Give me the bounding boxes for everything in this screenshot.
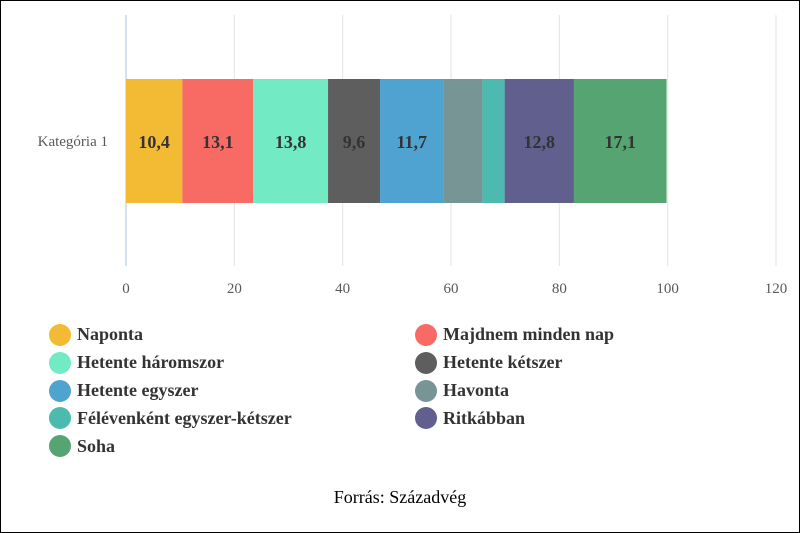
legend-swatch [415, 407, 437, 430]
data-labels: 10,4 13,1 13,8 9,6 11,7 12,8 17,1 [138, 132, 636, 152]
data-label: 13,1 [202, 132, 234, 152]
legend-swatch [415, 351, 437, 374]
bar-segment [573, 79, 667, 203]
legend-label: Hetente kétszer [443, 352, 563, 373]
legend-item[interactable]: Soha [49, 435, 415, 459]
bar-segment [380, 79, 444, 203]
legend-label: Hetente háromszor [77, 352, 225, 373]
category-labels: Kategória 1 [38, 134, 108, 150]
legend-swatch [49, 351, 71, 374]
data-label: 10,4 [138, 132, 170, 152]
x-tick-labels: 0 20 40 60 80 100 120 [122, 281, 787, 297]
x-tick-label: 60 [444, 281, 459, 297]
stacked-bar-chart: 10,4 13,1 13,8 9,6 11,7 12,8 17,1 0 20 40 60 80 100… [38, 15, 787, 297]
bar-segment [253, 79, 329, 203]
bar-segment [328, 79, 381, 203]
legend-label: Félévenként egyszer-kétszer [77, 407, 292, 428]
bar-segment [504, 79, 574, 203]
legend-label: Majdnem minden nap [443, 324, 615, 345]
legend-label: Soha [77, 435, 116, 456]
data-label: 11,7 [396, 132, 427, 152]
legend-swatch [49, 435, 71, 458]
x-tick-label: 100 [656, 281, 679, 297]
data-label: 12,8 [524, 132, 556, 152]
legend-item[interactable]: Hetente egyszer [49, 379, 415, 403]
data-label: 9,6 [343, 132, 366, 152]
source-note: Forrás: Századvég [333, 487, 467, 507]
bar-segments [126, 79, 667, 203]
legend-swatch [415, 379, 437, 402]
x-tick-label: 40 [335, 281, 350, 297]
legend-item[interactable]: Naponta [49, 323, 415, 347]
x-tick-label: 80 [552, 281, 567, 297]
category-label: Kategória 1 [38, 134, 108, 150]
data-label: 17,1 [605, 132, 637, 152]
legend-item[interactable]: Majdnem minden nap [415, 323, 769, 347]
legend-swatch [49, 407, 71, 430]
legend-swatch [415, 323, 437, 346]
legend-label: Naponta [77, 324, 144, 345]
legend: Naponta Majdnem minden nap Hetente háromsz… [49, 323, 769, 458]
bar-segment [443, 79, 483, 203]
legend-item[interactable]: Hetente háromszor [49, 351, 415, 375]
legend-item[interactable]: Félévenként egyszer-kétszer [49, 407, 415, 431]
legend-item[interactable]: Hetente kétszer [415, 351, 769, 375]
legend-item[interactable]: Ritkábban [415, 407, 769, 431]
bar-segment [126, 79, 183, 203]
legend-item[interactable]: Havonta [415, 379, 769, 403]
legend-label: Havonta [443, 380, 510, 401]
legend-swatch [49, 379, 71, 402]
bar-segment [182, 79, 254, 203]
data-label: 13,8 [275, 132, 307, 152]
legend-label: Hetente egyszer [77, 380, 199, 401]
legend-label: Ritkábban [443, 407, 526, 428]
x-tick-label: 120 [765, 281, 788, 297]
x-tick-label: 20 [227, 281, 242, 297]
bar-segment [482, 79, 505, 203]
legend-swatch [49, 323, 71, 346]
x-tick-label: 0 [122, 281, 130, 297]
